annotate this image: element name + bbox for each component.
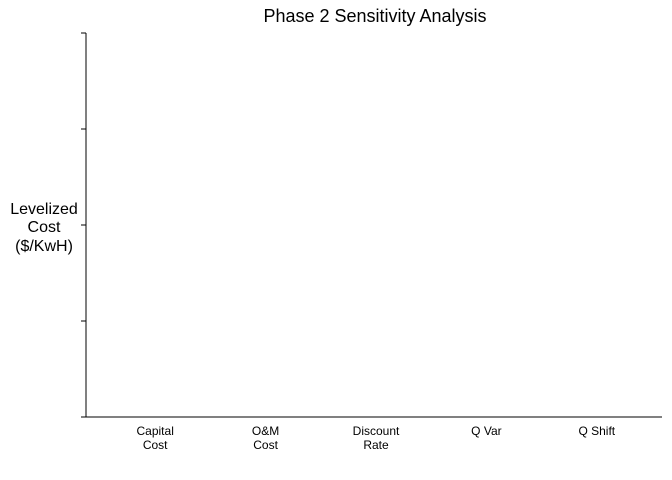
x-tick-label: O&M Cost (251, 424, 280, 452)
y-axis-label: Levelized Cost ($/KwH) (10, 201, 78, 255)
x-tick-label: Discount Rate (352, 424, 400, 452)
x-tick-label: Q Var (471, 424, 502, 438)
x-tick-label: Capital Cost (136, 424, 174, 452)
x-tick-label: Q Shift (578, 424, 616, 438)
chart-title: Phase 2 Sensitivity Analysis (263, 6, 487, 26)
